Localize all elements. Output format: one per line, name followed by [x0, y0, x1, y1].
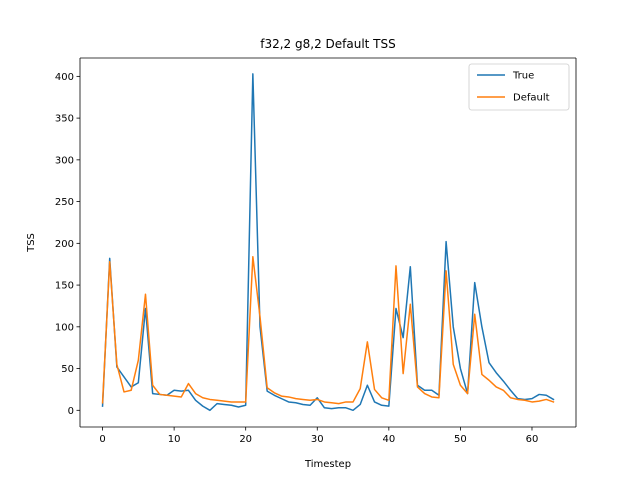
x-axis-label: Timestep [304, 459, 351, 470]
x-tick-label: 20 [239, 434, 252, 445]
chart-title: f32,2 g8,2 Default TSS [260, 37, 396, 51]
plot-area [101, 73, 555, 412]
x-tick-label: 30 [311, 434, 324, 445]
series-line-default [101, 255, 555, 405]
x-tick-label: 0 [99, 434, 105, 445]
y-tick-label: 300 [55, 155, 74, 166]
legend-label-true: True [512, 71, 534, 82]
legend: True Default [468, 63, 570, 111]
y-tick-label: 250 [55, 197, 74, 208]
y-axis-label: TSS [26, 233, 37, 253]
y-tick-label: 100 [55, 322, 74, 333]
legend-label-default: Default [513, 93, 550, 104]
axes: 0 10 20 30 40 50 60 0 50 100 150 200 250 300 350 400 [55, 57, 577, 445]
x-tick-label: 50 [454, 434, 467, 445]
x-tick-label: 60 [526, 434, 539, 445]
x-tick-label: 40 [382, 434, 395, 445]
y-tick-label: 50 [61, 364, 74, 375]
y-tick-label: 350 [55, 114, 74, 125]
y-tick-label: 0 [68, 406, 74, 417]
series-line-true [101, 73, 555, 412]
y-tick-label: 200 [55, 239, 74, 250]
y-tick-label: 150 [55, 281, 74, 292]
x-tick-label: 10 [168, 434, 181, 445]
y-tick-label: 400 [55, 72, 74, 83]
